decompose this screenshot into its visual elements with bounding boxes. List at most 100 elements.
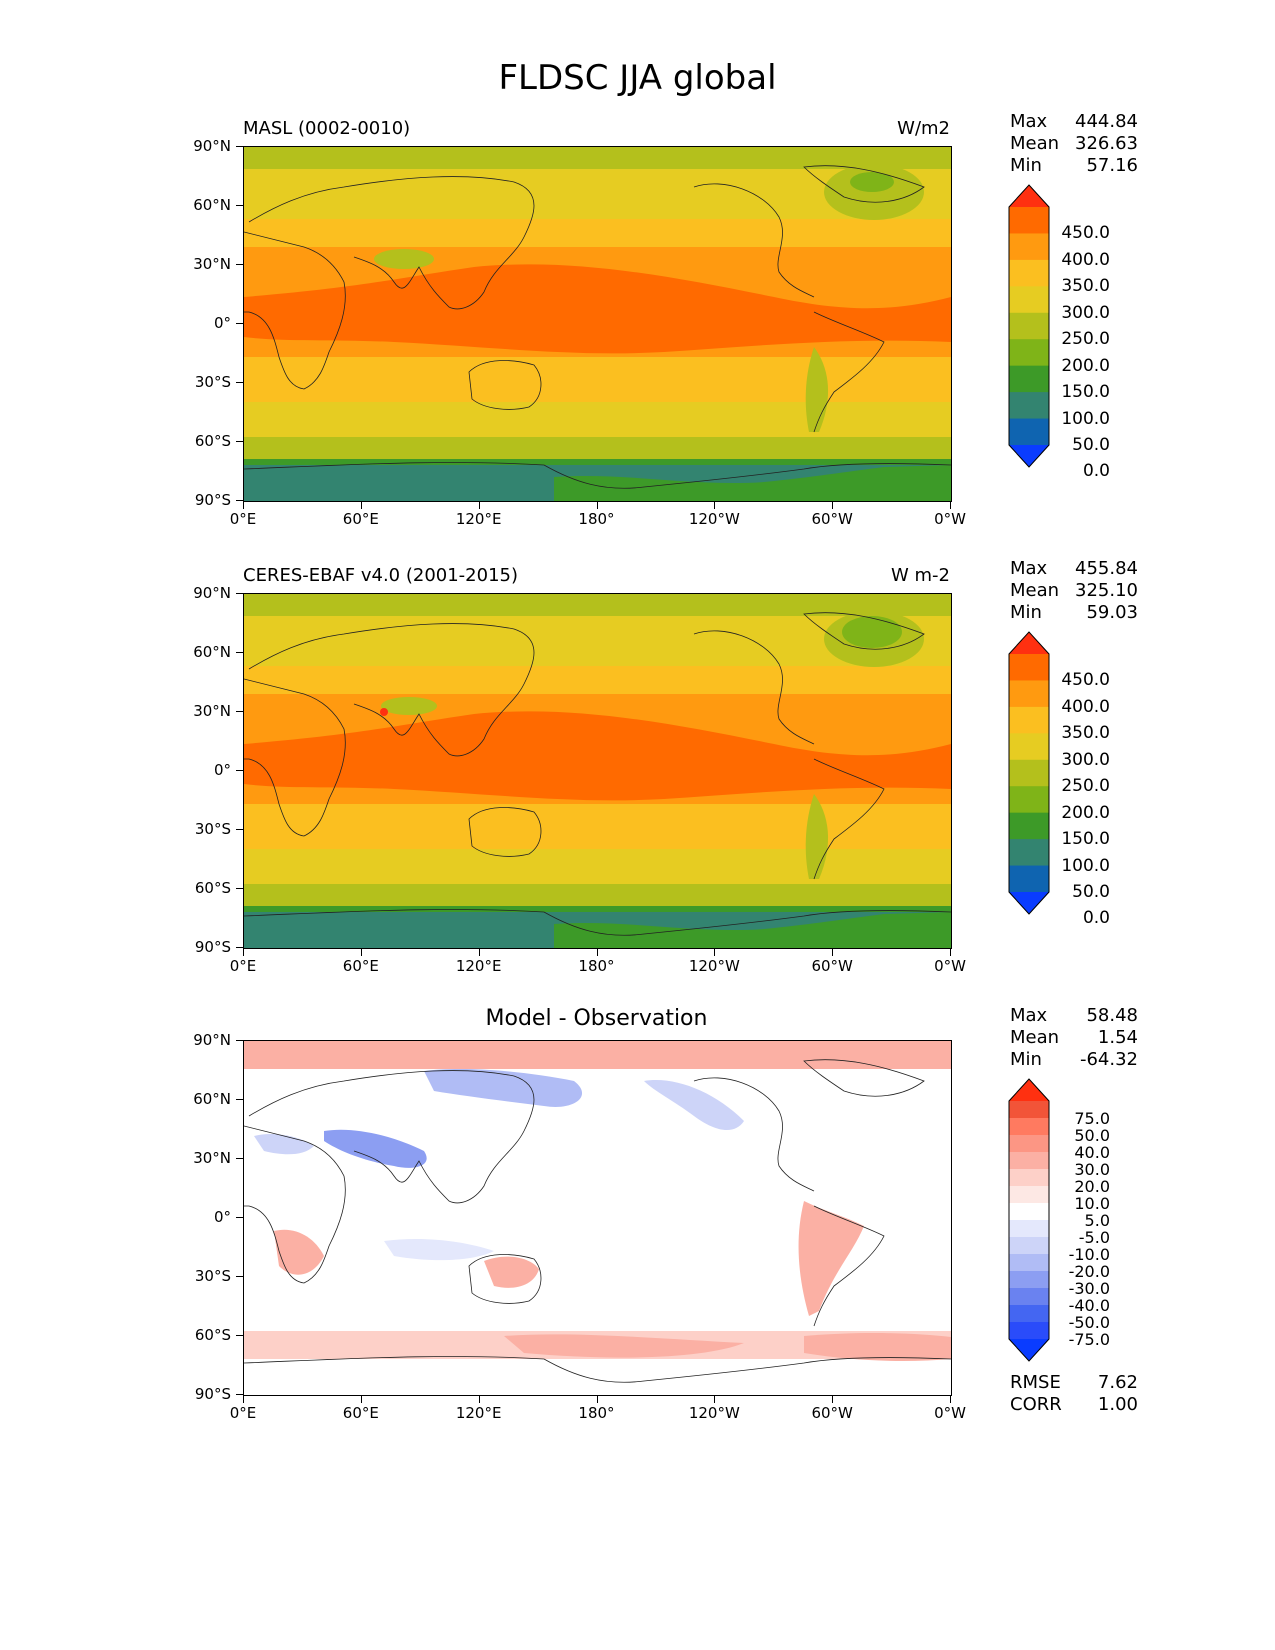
field-band-warm-pool [244,264,951,354]
panel1-colorbar [1008,184,1050,468]
rmse-label: RMSE [1010,1372,1061,1393]
field-greenland-core [850,172,894,192]
colorbar-tick-label: 0.0 [1082,461,1110,482]
y-tick-label: 90°S [194,938,231,956]
colorbar-band [1009,1101,1049,1119]
y-tick-mark [236,593,243,594]
y-tick-label: 30°N [193,255,231,273]
y-tick-label: 0° [213,314,231,332]
y-tick-mark [236,829,243,830]
y-tick-label: 0° [213,1208,231,1226]
x-tick-mark [478,502,480,509]
panel2-mean-value: 325.10 [1075,580,1138,601]
x-tick-label: 120°W [688,1404,740,1422]
x-tick-label: 60°E [342,1404,379,1422]
y-tick-label: 0° [213,761,231,779]
y-tick-label: 90°S [194,491,231,509]
panel2-stats: Max 455.84 Mean 325.10 Min 59.03 [1010,558,1138,624]
corr-value: 1.00 [1097,1394,1138,1415]
colorbar-band [1009,392,1049,420]
colorbar-tick-label: 350.0 [1061,723,1110,744]
y-tick-label: 90°N [193,584,231,602]
field-australia-positive [484,1256,539,1288]
panel1-stats: Max 444.84 Mean 326.63 Min 57.16 [1010,111,1138,177]
panel1-map-svg [244,147,951,501]
field-andes [805,347,829,432]
x-tick-mark [360,502,362,509]
field-band-mid-south [244,849,951,889]
panel3-max-label: Max [1010,1005,1048,1026]
y-tick-mark [236,441,243,442]
colorbar-tick-label: 450.0 [1061,223,1110,244]
panel1-units: W/m2 [897,118,950,139]
colorbar-tick-label: 200.0 [1061,802,1110,823]
colorbar-tick-label: 30.0 [1074,1160,1110,1179]
panel2-map-svg [244,594,951,948]
y-tick-mark [236,146,243,147]
x-tick-mark [714,949,716,956]
y-tick-mark [236,264,243,265]
y-tick-mark [236,711,243,712]
colorbar-band [1009,339,1049,367]
figure-title: FLDSC JJA global [498,58,777,98]
colorbar-tick-label: 100.0 [1061,855,1110,876]
colorbar-band [1009,1220,1049,1238]
colorbar-band [1009,733,1049,761]
field-hotspot [380,708,388,716]
colorbar-extend-max [1009,632,1049,654]
y-tick-mark [236,947,243,948]
colorbar-tick-label: 50.0 [1072,882,1110,902]
colorbar-tick-label: 200.0 [1061,355,1110,376]
colorbar-tick-label: 400.0 [1061,249,1110,270]
colorbar-tick-label: 50.0 [1072,435,1110,455]
x-tick-label: 120°W [688,957,740,975]
field-band-mid-south [244,402,951,442]
x-tick-mark [714,502,716,509]
colorbar-tick-label: 300.0 [1061,302,1110,323]
colorbar-tick-label: 0.0 [1082,908,1110,929]
panel1-min-value: 57.16 [1086,155,1138,176]
panel3-min-label: Min [1010,1049,1042,1070]
x-tick-label: 60°W [811,1404,853,1422]
x-tick-mark [478,949,480,956]
field-africa-positive [274,1229,324,1275]
field-band-subpolar-south [244,437,951,462]
colorbar-band [1009,259,1049,287]
field-tibet [374,249,434,269]
field-tibet-negative [324,1129,427,1168]
x-tick-mark [596,1396,598,1403]
colorbar-tick-label: 100.0 [1061,408,1110,429]
colorbar-band [1009,1169,1049,1187]
colorbar-tick-label: 450.0 [1061,670,1110,691]
y-tick-mark [236,1158,243,1159]
y-tick-label: 30°N [193,702,231,720]
colorbar-tick-label: 250.0 [1061,776,1110,797]
panel3-colorbar [1008,1078,1050,1362]
y-tick-label: 90°N [193,137,231,155]
colorbar-tick-label: -10.0 [1068,1245,1110,1264]
field-band-warm-pool [244,711,951,801]
corr-label: CORR [1010,1394,1062,1415]
colorbar-band [1009,1118,1049,1136]
colorbar-tick-label: 250.0 [1061,329,1110,350]
x-tick-mark [478,1396,480,1403]
x-tick-label: 0°E [229,1404,257,1422]
colorbar-tick-label: 150.0 [1061,382,1110,403]
y-tick-label: 60°S [194,432,231,450]
panel1-title: MASL (0002-0010) [243,118,411,139]
colorbar-tick-label: 5.0 [1084,1211,1110,1230]
colorbar-band [1009,839,1049,867]
coastlines [244,165,951,489]
x-tick-label: 120°E [455,957,502,975]
y-tick-mark [236,500,243,501]
y-tick-label: 60°S [194,1326,231,1344]
x-tick-mark [360,949,362,956]
colorbar-outline [1008,631,1050,915]
y-tick-label: 30°S [194,373,231,391]
colorbar-tick-label: 20.0 [1074,1177,1110,1196]
colorbar-tick-label: -5.0 [1078,1228,1110,1247]
y-tick-mark [236,652,243,653]
field-mideast-negative [254,1134,314,1155]
colorbar-tick-label: 75.0 [1074,1109,1110,1128]
field-ross-positive [504,1334,744,1358]
